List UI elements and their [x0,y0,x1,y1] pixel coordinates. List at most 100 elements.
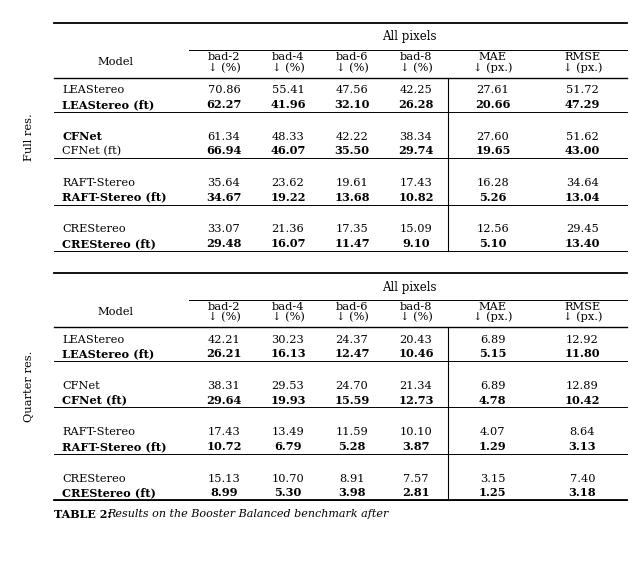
Text: 7.57: 7.57 [403,473,429,484]
Text: 10.72: 10.72 [206,441,242,452]
Text: bad-2: bad-2 [208,302,240,312]
Text: 19.65: 19.65 [475,145,511,157]
Text: 19.22: 19.22 [270,192,306,203]
Text: 12.92: 12.92 [566,334,599,345]
Text: ↓ (px.): ↓ (px.) [563,63,602,73]
Text: 30.23: 30.23 [271,334,305,345]
Text: 15.09: 15.09 [399,224,433,234]
Text: 17.35: 17.35 [335,224,369,234]
Text: 3.98: 3.98 [339,487,365,498]
Text: CFNet (ft): CFNet (ft) [62,146,122,156]
Text: ↓ (%): ↓ (%) [335,63,369,73]
Text: 3.18: 3.18 [568,487,596,498]
Text: 16.13: 16.13 [270,348,306,359]
Text: Results on the Booster Balanced benchmark after: Results on the Booster Balanced benchmar… [107,509,388,519]
Text: 23.62: 23.62 [271,178,305,188]
Text: CFNet (ft): CFNet (ft) [62,394,127,406]
Text: 4.07: 4.07 [480,427,506,437]
Text: 1.25: 1.25 [479,487,506,498]
Text: 32.10: 32.10 [334,99,370,110]
Text: 5.26: 5.26 [479,192,506,203]
Text: RMSE: RMSE [564,51,600,62]
Text: 29.48: 29.48 [206,238,242,249]
Text: ↓ (px.): ↓ (px.) [473,312,513,322]
Text: 8.64: 8.64 [570,427,595,437]
Text: 12.73: 12.73 [398,394,434,406]
Text: 16.07: 16.07 [270,238,306,249]
Text: LEAStereo (ft): LEAStereo (ft) [62,99,154,110]
Text: CREStereo: CREStereo [62,473,125,484]
Text: 12.89: 12.89 [566,381,599,391]
Text: bad-6: bad-6 [336,302,368,312]
Text: 13.04: 13.04 [564,192,600,203]
Text: bad-8: bad-8 [400,51,432,62]
Text: 6.89: 6.89 [480,381,506,391]
Text: 42.25: 42.25 [399,85,433,95]
Text: bad-6: bad-6 [336,51,368,62]
Text: 29.64: 29.64 [206,394,242,406]
Text: 2.81: 2.81 [402,487,430,498]
Text: 42.22: 42.22 [335,132,369,142]
Text: 33.07: 33.07 [207,224,241,234]
Text: 35.50: 35.50 [335,145,369,157]
Text: 3.15: 3.15 [480,473,506,484]
Text: 13.49: 13.49 [271,427,305,437]
Text: 11.47: 11.47 [334,238,370,249]
Text: 42.21: 42.21 [207,334,241,345]
Text: bad-4: bad-4 [272,302,304,312]
Text: bad-8: bad-8 [400,302,432,312]
Text: 12.56: 12.56 [476,224,509,234]
Text: 26.28: 26.28 [398,99,434,110]
Text: All pixels: All pixels [382,280,437,294]
Text: 5.30: 5.30 [275,487,301,498]
Text: RMSE: RMSE [564,302,600,312]
Text: 17.43: 17.43 [399,178,433,188]
Text: 16.28: 16.28 [476,178,509,188]
Text: 12.47: 12.47 [334,348,370,359]
Text: 21.36: 21.36 [271,224,305,234]
Text: 43.00: 43.00 [564,145,600,157]
Text: LEAStereo: LEAStereo [62,334,124,345]
Text: 21.34: 21.34 [399,381,433,391]
Text: 55.41: 55.41 [271,85,305,95]
Text: 10.70: 10.70 [271,473,305,484]
Text: 51.62: 51.62 [566,132,599,142]
Text: 8.99: 8.99 [211,487,237,498]
Text: 9.10: 9.10 [402,238,430,249]
Text: MAE: MAE [479,51,507,62]
Text: Model: Model [97,57,133,67]
Text: 48.33: 48.33 [271,132,305,142]
Text: 20.43: 20.43 [399,334,433,345]
Text: ↓ (%): ↓ (%) [335,312,369,322]
Text: 46.07: 46.07 [270,145,306,157]
Text: 11.80: 11.80 [564,348,600,359]
Text: CREStereo (ft): CREStereo (ft) [62,487,156,498]
Text: ↓ (%): ↓ (%) [207,63,241,73]
Text: Quarter res.: Quarter res. [24,351,34,423]
Text: 61.34: 61.34 [207,132,241,142]
Text: TABLE 2:: TABLE 2: [54,508,116,520]
Text: Model: Model [97,307,133,317]
Text: 15.59: 15.59 [334,394,370,406]
Text: 5.15: 5.15 [479,348,506,359]
Text: 27.61: 27.61 [476,85,509,95]
Text: 15.13: 15.13 [207,473,241,484]
Text: 51.72: 51.72 [566,85,599,95]
Text: 34.64: 34.64 [566,178,599,188]
Text: 13.40: 13.40 [564,238,600,249]
Text: 10.42: 10.42 [564,394,600,406]
Text: RAFT-Stereo: RAFT-Stereo [62,427,135,437]
Text: 3.87: 3.87 [403,441,429,452]
Text: CREStereo: CREStereo [62,224,125,234]
Text: 4.78: 4.78 [479,394,506,406]
Text: 6.89: 6.89 [480,334,506,345]
Text: ↓ (%): ↓ (%) [399,312,433,322]
Text: LEAStereo: LEAStereo [62,85,124,95]
Text: CFNet: CFNet [62,131,102,142]
Text: ↓ (px.): ↓ (px.) [563,312,602,322]
Text: 24.70: 24.70 [335,381,369,391]
Text: RAFT-Stereo: RAFT-Stereo [62,178,135,188]
Text: 38.34: 38.34 [399,132,433,142]
Text: 7.40: 7.40 [570,473,595,484]
Text: 34.67: 34.67 [206,192,242,203]
